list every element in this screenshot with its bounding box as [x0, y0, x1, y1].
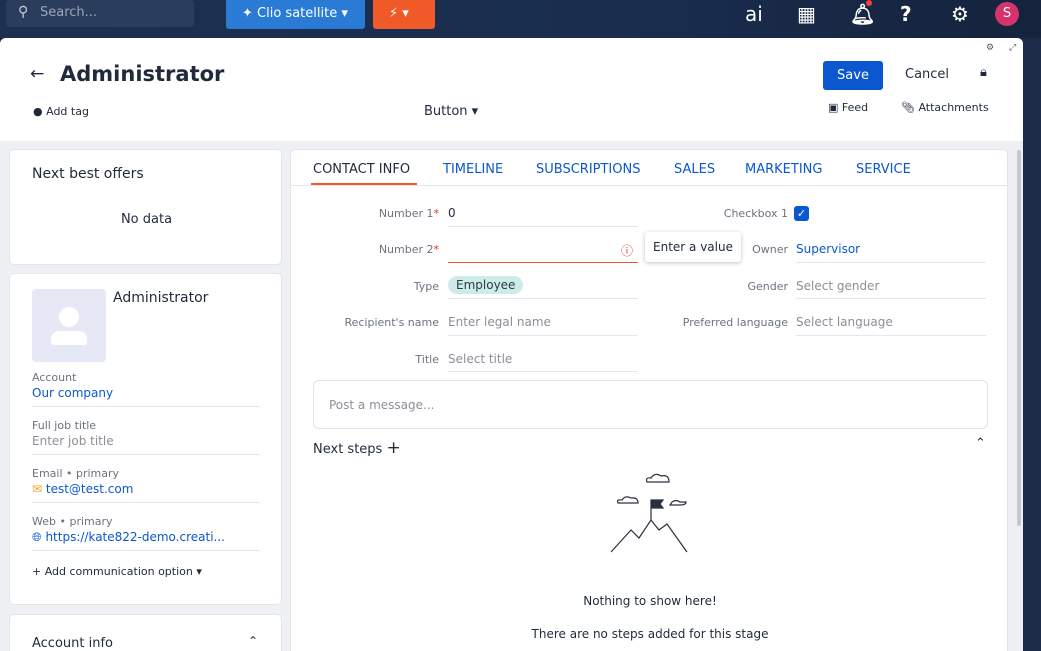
scrollbar[interactable] [1017, 150, 1021, 526]
active-tab-indicator [311, 183, 417, 185]
next-best-offers-card: Next best offers No data [9, 149, 282, 265]
settings-icon[interactable]: ⚙ [986, 43, 995, 53]
number2-label: Number 2* [378, 243, 439, 256]
number1-label: Number 1* [378, 207, 439, 220]
recipient-input[interactable]: Enter legal name [448, 315, 551, 329]
web-link[interactable]: 🌐︎ https://kate822-demo.creati... [32, 530, 225, 545]
tab-sales[interactable]: SALES [674, 162, 716, 177]
quick-actions-button[interactable]: ⚡︎ ▾ [373, 0, 435, 29]
search-icon: ⚲ [18, 4, 29, 20]
web-label: Web • primary [32, 515, 113, 528]
paperclip-icon: 📎︎ [901, 101, 915, 114]
email-label: Email • primary [32, 467, 120, 480]
job-input[interactable]: Enter job title [32, 434, 114, 448]
tag-icon: ● [33, 105, 43, 118]
chevron-up-icon[interactable]: ⌃ [248, 634, 259, 648]
empty-subtitle: There are no steps added for this stage [531, 627, 769, 641]
profile-card: Administrator Account Our company Full j… [9, 273, 282, 605]
empty-title: Nothing to show here! [583, 594, 717, 608]
page-title: Administrator [60, 62, 225, 86]
contact-photo[interactable] [32, 289, 106, 362]
next-steps-label: Next steps [313, 442, 383, 457]
apps-icon[interactable]: ▦ [797, 2, 816, 26]
workspace-button[interactable]: ✦ Clio satellite ▾ [226, 0, 365, 29]
next-steps-title: Next steps + [313, 438, 401, 458]
tab-contact-info[interactable]: CONTACT INFO [313, 162, 411, 177]
expand-icon[interactable]: ⤢ [1009, 43, 1017, 53]
feed-button[interactable]: ▣ Feed [828, 101, 868, 114]
add-step-icon[interactable]: + [386, 438, 401, 458]
tab-marketing[interactable]: MARKETING [745, 162, 823, 177]
language-select[interactable]: Select language [796, 315, 893, 329]
ai-button[interactable]: ai [745, 2, 763, 26]
feed-label: Feed [841, 101, 869, 114]
rocket-icon: ✦ [242, 6, 253, 21]
mail-icon: ✉ [32, 482, 43, 496]
number2-label-text: Number 2 [378, 243, 434, 256]
language-label: Preferred language [682, 316, 788, 329]
account-info-title: Account info [32, 636, 114, 651]
main-panel: CONTACT INFO TIMELINE SUBSCRIPTIONS SALE… [290, 149, 1009, 651]
account-link[interactable]: Our company [32, 386, 114, 400]
notification-dot [866, 0, 872, 6]
gender-label: Gender [747, 280, 788, 293]
user-avatar[interactable]: S [995, 2, 1019, 26]
recipient-label: Recipient's name [344, 316, 439, 329]
title-label: Title [415, 353, 439, 366]
mountain-flag-illustration [610, 473, 688, 553]
validation-tooltip: Enter a value [645, 232, 741, 262]
type-chip[interactable]: Employee [448, 276, 524, 294]
nbo-title: Next best offers [32, 166, 144, 182]
gender-select[interactable]: Select gender [796, 279, 880, 293]
add-tag-label: Add tag [46, 105, 89, 118]
contact-name: Administrator [113, 290, 209, 306]
tab-timeline[interactable]: TIMELINE [443, 162, 504, 177]
number1-input[interactable]: 0 [448, 206, 456, 220]
checkbox1-label: Checkbox 1 [723, 207, 788, 220]
collapse-chevron-icon[interactable]: ⌃ [975, 436, 986, 451]
bolt-icon: ⚡︎ [389, 6, 399, 21]
button-dropdown[interactable]: Button ▾ [424, 104, 479, 119]
error-icon: ⓘ [621, 244, 634, 258]
back-arrow-icon[interactable]: ← [30, 64, 45, 84]
owner-link[interactable]: Supervisor [796, 242, 861, 256]
web-value: https://kate822-demo.creati... [45, 530, 225, 544]
number2-input[interactable] [448, 242, 638, 260]
button-dropdown-label: Button [424, 104, 468, 119]
globe-icon: 🌐︎ [32, 530, 42, 544]
search-input[interactable]: ⚲ Search... [6, 0, 194, 27]
owner-label: Owner [752, 243, 788, 256]
email-value: test@test.com [45, 482, 134, 496]
search-placeholder: Search... [40, 5, 98, 20]
type-label: Type [413, 280, 439, 293]
account-label: Account [32, 371, 77, 384]
checkbox1[interactable]: ✓ [794, 206, 809, 221]
add-comm-label: Add communication option [44, 565, 193, 578]
tab-service[interactable]: SERVICE [856, 162, 911, 177]
save-button[interactable]: Save [823, 61, 883, 90]
account-info-card: Account info ⌃ [9, 614, 282, 651]
attachments-label: Attachments [918, 101, 989, 114]
post-message-input[interactable]: Post a message... [313, 380, 988, 429]
bell-icon[interactable]: 🔔︎ [850, 2, 876, 26]
help-icon[interactable]: ? [900, 2, 912, 26]
tab-subscriptions[interactable]: SUBSCRIPTIONS [536, 162, 641, 177]
gear-icon[interactable]: ⚙ [951, 2, 969, 26]
cancel-button[interactable]: Cancel [905, 67, 950, 82]
add-tag-button[interactable]: ● Add tag [33, 105, 89, 118]
add-communication-button[interactable]: + Add communication option ▾ [32, 565, 202, 578]
number1-label-text: Number 1 [378, 207, 434, 220]
tab-bar: CONTACT INFO TIMELINE SUBSCRIPTIONS SALE… [291, 150, 1009, 186]
lock-icon[interactable]: 🔒︎ [980, 65, 987, 80]
title-select[interactable]: Select title [448, 352, 513, 366]
feed-icon: ▣ [828, 101, 839, 114]
job-label: Full job title [32, 419, 97, 432]
attachments-button[interactable]: 📎︎ Attachments [901, 101, 989, 114]
email-link[interactable]: ✉ test@test.com [32, 482, 133, 496]
top-bar: ⚲ Search... ✦ Clio satellite ▾ ⚡︎ ▾ ai ▦ … [0, 0, 1041, 38]
workspace-label: Clio satellite [257, 6, 338, 21]
nbo-empty: No data [120, 212, 173, 227]
page: ⚙ ⤢ ← Administrator Save Cancel 🔒︎ ● Add… [0, 38, 1023, 651]
record-header: ⚙ ⤢ ← Administrator Save Cancel 🔒︎ ● Add… [0, 38, 1023, 141]
